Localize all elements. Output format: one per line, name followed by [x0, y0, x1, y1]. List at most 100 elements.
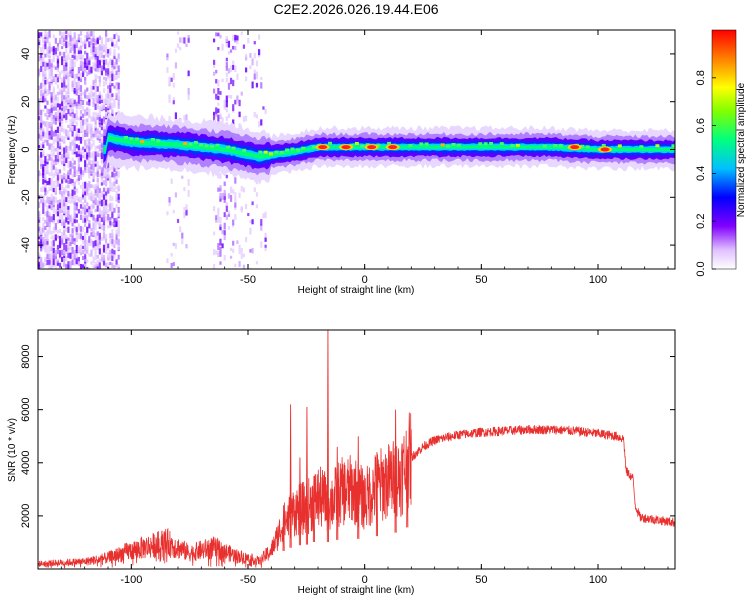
spectrogram-noise-cell: [225, 174, 228, 179]
spectrogram-noise-cell: [81, 239, 85, 244]
spectrogram-noise-cell: [111, 66, 114, 74]
spectrogram-noise-cell: [61, 200, 64, 206]
spectrogram-noise-cell: [100, 50, 104, 56]
spectrogram-noise-cell: [79, 72, 83, 79]
spectrogram-noise-cell: [98, 153, 101, 157]
spectrogram-noise-cell: [102, 187, 106, 192]
spectrogram-ridge-cell: [204, 144, 209, 148]
spectrogram-noise-cell: [96, 190, 99, 198]
spectrogram-noise-cell: [63, 178, 66, 183]
spectrogram-noise-cell: [50, 262, 53, 269]
spectrogram-noise-cell: [79, 247, 83, 253]
spectrogram-noise-cell: [213, 62, 216, 69]
spectrogram-noise-cell: [111, 171, 114, 178]
spectrogram-noise-cell: [109, 237, 112, 244]
spectrogram-noise-cell: [61, 56, 64, 61]
spectrogram-noise-cell: [92, 193, 95, 199]
spectrogram-noise-cell: [67, 152, 70, 157]
spectrogram-noise-cell: [107, 208, 110, 213]
spectrogram-noise-cell: [86, 239, 89, 246]
x-tick-label: 50: [475, 274, 487, 286]
spectrogram-noise-cell: [65, 30, 68, 34]
spectrogram-noise-cell: [42, 195, 45, 203]
spectrogram-noise-cell: [69, 112, 72, 117]
spectrogram-noise-cell: [56, 67, 60, 73]
spectrogram-noise-cell: [88, 242, 91, 247]
spectrogram-noise-cell: [245, 53, 248, 58]
spectrogram-noise-cell: [90, 94, 93, 99]
spectrogram-noise-cell: [56, 247, 60, 255]
spectrogram-noise-cell: [113, 254, 116, 259]
snr-spike: [394, 409, 397, 533]
spectrogram-noise-cell: [52, 240, 55, 247]
spectrogram-noise-cell: [88, 64, 91, 70]
spectrogram-noise-cell: [40, 134, 43, 141]
spectrogram-noise-cell: [77, 175, 80, 181]
spectrogram-noise-cell: [71, 222, 74, 227]
spectrogram-noise-cell: [42, 172, 45, 179]
spectrogram-noise-cell: [117, 193, 120, 200]
spectrogram-noise-cell: [215, 69, 218, 74]
spectrogram-noise-cell: [38, 216, 41, 223]
spectrogram-noise-cell: [225, 57, 228, 62]
spectrogram-noise-cell: [176, 43, 180, 48]
spectrogram-noise-cell: [69, 233, 72, 238]
spectrogram-noise-cell: [251, 248, 254, 254]
spectrogram-noise-cell: [219, 238, 222, 246]
spectrogram-noise-cell: [221, 243, 224, 249]
spectrogram-noise-cell: [247, 37, 250, 44]
spectrogram-noise-cell: [63, 153, 66, 158]
spectrogram-noise-cell: [63, 31, 66, 38]
spectrogram-noise-cell: [98, 35, 101, 39]
spectrogram-noise-cell: [54, 116, 57, 121]
spectrogram-noise-cell: [84, 213, 87, 219]
spectrogram-noise-cell: [46, 162, 49, 168]
spectrogram-noise-cell: [44, 70, 47, 78]
spectrogram-noise-cell: [232, 34, 235, 41]
spectrogram-noise-cell: [96, 115, 99, 120]
spectrogram-noise-cell: [61, 174, 64, 180]
spectrogram-noise-cell: [50, 59, 53, 64]
spectrogram-noise-cell: [90, 204, 93, 209]
spectrogram-noise-cell: [236, 240, 239, 245]
spectrogram-noise-cell: [234, 192, 237, 199]
spectrogram-noise-cell: [65, 34, 68, 40]
spectrogram-noise-cell: [96, 67, 99, 73]
spectrogram-noise-cell: [77, 181, 80, 185]
spectrogram-noise-cell: [50, 252, 53, 259]
spectrogram-noise-cell: [58, 174, 62, 180]
spectrogram-noise-cell: [94, 145, 97, 151]
spectrogram-noise-cell: [107, 243, 110, 249]
spectrogram-noise-cell: [58, 169, 62, 174]
spectrogram-noise-cell: [115, 70, 118, 76]
spectrogram-noise-cell: [77, 95, 80, 99]
spectrogram-noise-cell: [46, 238, 49, 245]
spectrogram-noise-cell: [88, 70, 91, 75]
spectrogram-noise-cell: [217, 250, 220, 257]
spectrogram-noise-cell: [56, 91, 60, 96]
spectrogram-noise-cell: [73, 41, 76, 45]
spectrogram-noise-cell: [90, 152, 93, 157]
spectrogram-noise-cell: [229, 94, 233, 99]
spectrogram-noise-cell: [42, 202, 45, 210]
spectrogram-noise-cell: [77, 223, 80, 229]
spectrogram-noise-cell: [166, 67, 169, 73]
spectrogram-noise-cell: [227, 50, 231, 55]
spectrogram-noise-cell: [117, 226, 120, 233]
spectrogram-noise-cell: [84, 256, 87, 263]
spectrogram-noise-cell: [245, 236, 248, 243]
spectrogram-noise-cell: [187, 34, 190, 39]
spectrogram-noise-cell: [249, 227, 252, 235]
spectrogram-noise-cell: [46, 32, 49, 38]
spectrogram-noise-cell: [92, 82, 95, 86]
spectrogram-noise-cell: [255, 114, 259, 119]
spectrogram-noise-cell: [109, 233, 112, 239]
spectrogram-noise-cell: [217, 207, 220, 212]
spectrogram-noise-cell: [77, 256, 80, 262]
spectrogram-noise-cell: [40, 233, 43, 240]
spectrogram-noise-cell: [42, 178, 45, 185]
spectrogram-noise-cell: [88, 220, 91, 224]
spectrogram-noise-cell: [96, 166, 99, 172]
spectrogram-noise-cell: [58, 202, 62, 209]
spectrogram-noise-cell: [100, 152, 104, 160]
